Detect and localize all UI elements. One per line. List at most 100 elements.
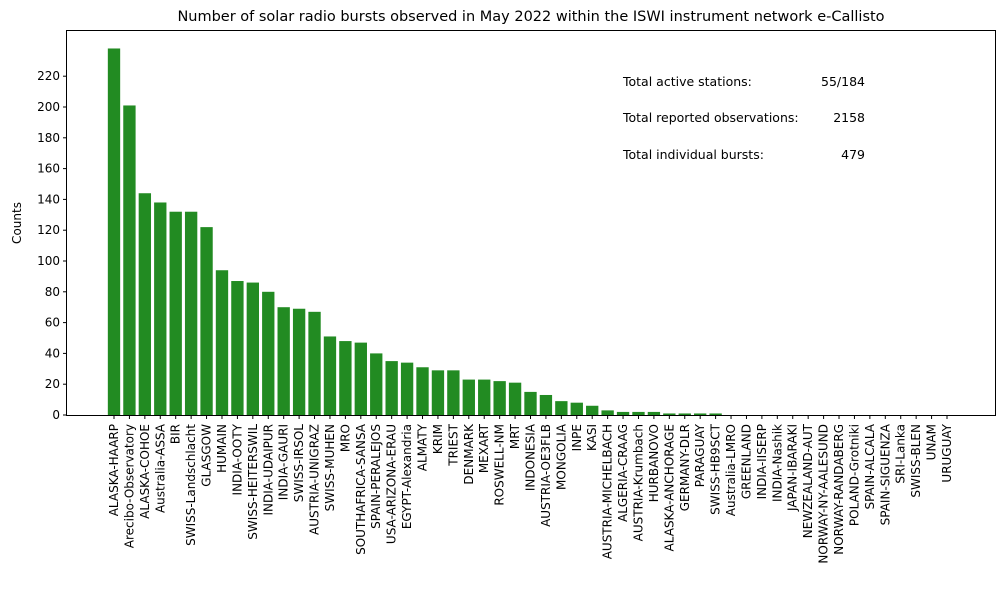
- y-tick-label: 120: [37, 223, 60, 237]
- bar: [262, 291, 275, 415]
- x-tick-label: INDIA-OOTY: [230, 423, 244, 495]
- y-tick-label: 80: [45, 285, 60, 299]
- x-tick-label: JAPAN-IBARAKI: [786, 424, 800, 512]
- x-tick-label: DENMARK: [462, 423, 476, 485]
- x-tick-label: SWISS-Landschlacht: [184, 424, 198, 546]
- x-tick-label: MEXART: [477, 423, 491, 473]
- x-tick-label: AUSTRIA-UNIGRAZ: [308, 424, 322, 535]
- x-tick-label: UNAM: [925, 424, 939, 460]
- y-tick-label: 60: [45, 316, 60, 330]
- x-tick-label: INDIA-Nashik: [770, 424, 784, 502]
- x-tick-label: SWISS-MUHEN: [323, 424, 337, 511]
- x-tick-label: INPE: [570, 424, 584, 451]
- bar: [524, 391, 537, 415]
- x-tick-label: GREENLAND: [739, 424, 753, 499]
- x-tick-label: SPAIN-SIGUENZA: [878, 423, 892, 525]
- x-tick-label: PARAGUAY: [693, 423, 707, 487]
- y-tick-label: 100: [37, 254, 60, 268]
- bar: [462, 379, 475, 415]
- y-axis: 0 20 40 60 80 100 120 140 160 180 200 220: [37, 69, 67, 422]
- bar: [616, 411, 630, 415]
- bar: [570, 402, 583, 415]
- x-tick-label: SWISS-HB9SCT: [709, 423, 723, 514]
- x-tick-label: USA-ARIZONA-ERAU: [385, 424, 399, 544]
- x-tick-label: SOUTHAFRICA-SANSA: [354, 423, 368, 555]
- annotation-value: 479: [841, 147, 865, 162]
- x-tick-label: ALGERIA-CRAAG: [616, 424, 630, 522]
- bar: [292, 308, 306, 415]
- x-tick-label: SWISS-BLEN: [909, 424, 923, 498]
- bar: [678, 413, 691, 415]
- x-tick-label: POLAND-Grotniki: [847, 424, 861, 526]
- summary-annotations: Total active stations: 55/184 Total report…: [622, 74, 865, 162]
- y-tick-label: 40: [45, 346, 60, 360]
- x-tick-label: SWISS-HEITERSWIL: [246, 424, 260, 540]
- x-tick-label: Arecibo-Observatory: [122, 424, 136, 548]
- bar: [539, 394, 553, 415]
- bar: [354, 342, 367, 415]
- x-tick-label: NEWZEALAND-AUT: [801, 423, 815, 538]
- x-tick-label: ALASKA-HAARP: [107, 424, 121, 516]
- x-tick-label: KASI: [585, 424, 599, 451]
- annotation-label: Total individual bursts:: [622, 147, 764, 162]
- x-tick-label: MONGOLIA: [554, 423, 568, 490]
- bar: [694, 413, 707, 415]
- bar-series: [107, 48, 722, 416]
- x-axis: ALASKA-HAARP Arecibo-Observatory ALASKA-CO…: [107, 415, 954, 564]
- bar: [200, 227, 213, 415]
- x-tick-label: Australia-LMRO: [724, 424, 738, 516]
- x-tick-label: Australia-ASSA: [153, 423, 167, 513]
- x-tick-label: AUSTRIA-MICHELBACH: [601, 424, 615, 559]
- bar: [493, 381, 506, 415]
- x-tick-label: AUSTRIA-OE3FLB: [539, 424, 553, 527]
- x-tick-label: ROSWELL-NM: [493, 424, 507, 506]
- annotation-label: Total active stations:: [622, 74, 752, 89]
- annotation-value: 2158: [833, 110, 865, 125]
- y-axis-label: Counts: [10, 202, 24, 244]
- x-tick-label: URUGUAY: [940, 423, 954, 482]
- bar: [400, 362, 414, 415]
- x-tick-label: AUSTRIA-Krumbach: [631, 424, 645, 541]
- x-tick-label: INDIA-IISERP: [755, 424, 769, 499]
- bar: [215, 270, 229, 415]
- bar: [416, 367, 429, 415]
- x-tick-label: ALMATY: [416, 423, 430, 471]
- x-tick-label: GLASGOW: [200, 424, 214, 487]
- bar: [647, 411, 661, 415]
- x-tick-label: NORWAY-NY-AALESUND: [817, 424, 831, 564]
- y-tick-label: 140: [37, 192, 60, 206]
- bar: [555, 401, 568, 415]
- bar: [138, 193, 152, 415]
- y-tick-label: 160: [37, 162, 60, 176]
- bar: [184, 211, 198, 415]
- x-tick-label: EGYPT-Alexandria: [400, 424, 414, 529]
- bar: [107, 48, 121, 415]
- x-tick-label: SPAIN-ALCALA: [863, 423, 877, 509]
- y-tick-label: 180: [37, 131, 60, 145]
- y-tick-label: 20: [45, 377, 60, 391]
- annotation-value: 55/184: [821, 74, 865, 89]
- x-tick-label: MRO: [338, 424, 352, 452]
- bar: [663, 413, 676, 415]
- bar: [447, 370, 460, 415]
- y-tick-label: 0: [52, 408, 60, 422]
- bar: [123, 105, 136, 416]
- chart-title: Number of solar radio bursts observed in…: [177, 9, 884, 25]
- bar: [231, 281, 244, 415]
- bar: [308, 311, 321, 415]
- bar: [323, 336, 337, 415]
- bar: [169, 211, 182, 415]
- bar: [586, 405, 599, 415]
- x-tick-label: KRIM: [431, 424, 445, 454]
- x-tick-label: BIR: [169, 424, 183, 444]
- bar: [632, 411, 645, 415]
- x-tick-label: INDIA-UDAIPUR: [261, 424, 275, 516]
- x-tick-label: TRIEST: [446, 423, 460, 466]
- x-tick-label: SPAIN-PERALEJOS: [369, 424, 383, 529]
- x-tick-label: ALASKA-ANCHORAGE: [662, 424, 676, 551]
- x-tick-label: HUMAIN: [215, 424, 229, 473]
- x-tick-label: MRT: [508, 423, 522, 449]
- x-tick-label: INDONESIA: [524, 423, 538, 491]
- bar: [601, 410, 614, 415]
